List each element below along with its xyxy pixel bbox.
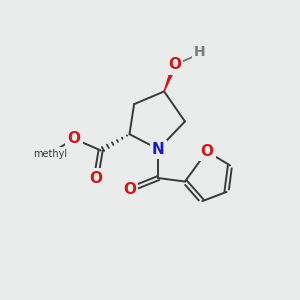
Text: O: O (168, 57, 181, 72)
Text: O: O (68, 131, 81, 146)
Text: methyl: methyl (33, 149, 67, 159)
Polygon shape (164, 64, 176, 92)
Text: O: O (123, 182, 136, 197)
Text: O: O (200, 144, 213, 159)
Text: N: N (152, 142, 165, 157)
Text: O: O (89, 171, 103, 186)
Text: H: H (194, 45, 206, 59)
